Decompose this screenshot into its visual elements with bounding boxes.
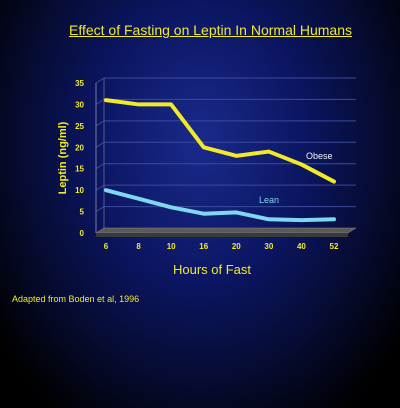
source-footnote: Adapted from Boden et al, 1996 <box>12 294 140 304</box>
data-point <box>333 180 335 183</box>
x-tick-label: 30 <box>264 242 273 251</box>
data-point <box>235 211 238 214</box>
x-tick-label: 52 <box>330 242 339 251</box>
gridline-connector <box>95 141 105 148</box>
y-tick-label: 15 <box>75 165 84 174</box>
series-label-lean: Lean <box>259 195 279 205</box>
series-label-obese: Obese <box>306 151 333 161</box>
x-tick-label: 10 <box>167 242 176 251</box>
series-line-lean <box>104 188 336 223</box>
data-point <box>202 212 205 215</box>
data-point <box>268 150 270 153</box>
chart-title: Effect of Fasting on Leptin In Normal Hu… <box>69 22 352 38</box>
data-point <box>105 99 107 101</box>
x-tick-label: 20 <box>232 242 241 251</box>
x-tick-label: 16 <box>199 242 208 251</box>
gridline-connector <box>95 163 105 170</box>
gridline-connector <box>95 184 105 191</box>
data-point <box>170 103 172 106</box>
data-point <box>105 189 107 191</box>
data-point <box>268 218 270 221</box>
y-tick-label: 35 <box>75 79 84 88</box>
data-point <box>235 155 238 157</box>
floor-edge <box>96 233 348 237</box>
gridline-connector <box>95 206 105 212</box>
data-point <box>300 163 303 166</box>
data-point <box>137 103 140 106</box>
data-point <box>170 206 172 209</box>
chart-floor <box>95 227 357 234</box>
gridline-connector <box>95 77 105 84</box>
x-tick-label: 6 <box>104 242 109 251</box>
data-point <box>300 219 303 221</box>
x-tick-label: 40 <box>297 242 306 251</box>
y-tick-label: 10 <box>75 186 84 195</box>
data-point <box>137 197 140 200</box>
y-tick-label: 25 <box>75 122 84 131</box>
gridline-connector <box>95 99 105 105</box>
series-line-obese <box>104 98 336 184</box>
y-tick-label: 5 <box>80 208 85 217</box>
y-tick-label: 20 <box>75 143 84 152</box>
x-axis-label: Hours of Fast <box>173 262 251 277</box>
data-point <box>202 146 205 149</box>
gridline-connector <box>95 120 105 127</box>
x-tick-label: 8 <box>136 242 141 251</box>
data-point <box>333 218 335 221</box>
y-tick-label: 0 <box>80 229 85 238</box>
y-axis-label: Leptin (ng/ml) <box>57 121 69 194</box>
y-tick-label: 30 <box>75 100 84 109</box>
